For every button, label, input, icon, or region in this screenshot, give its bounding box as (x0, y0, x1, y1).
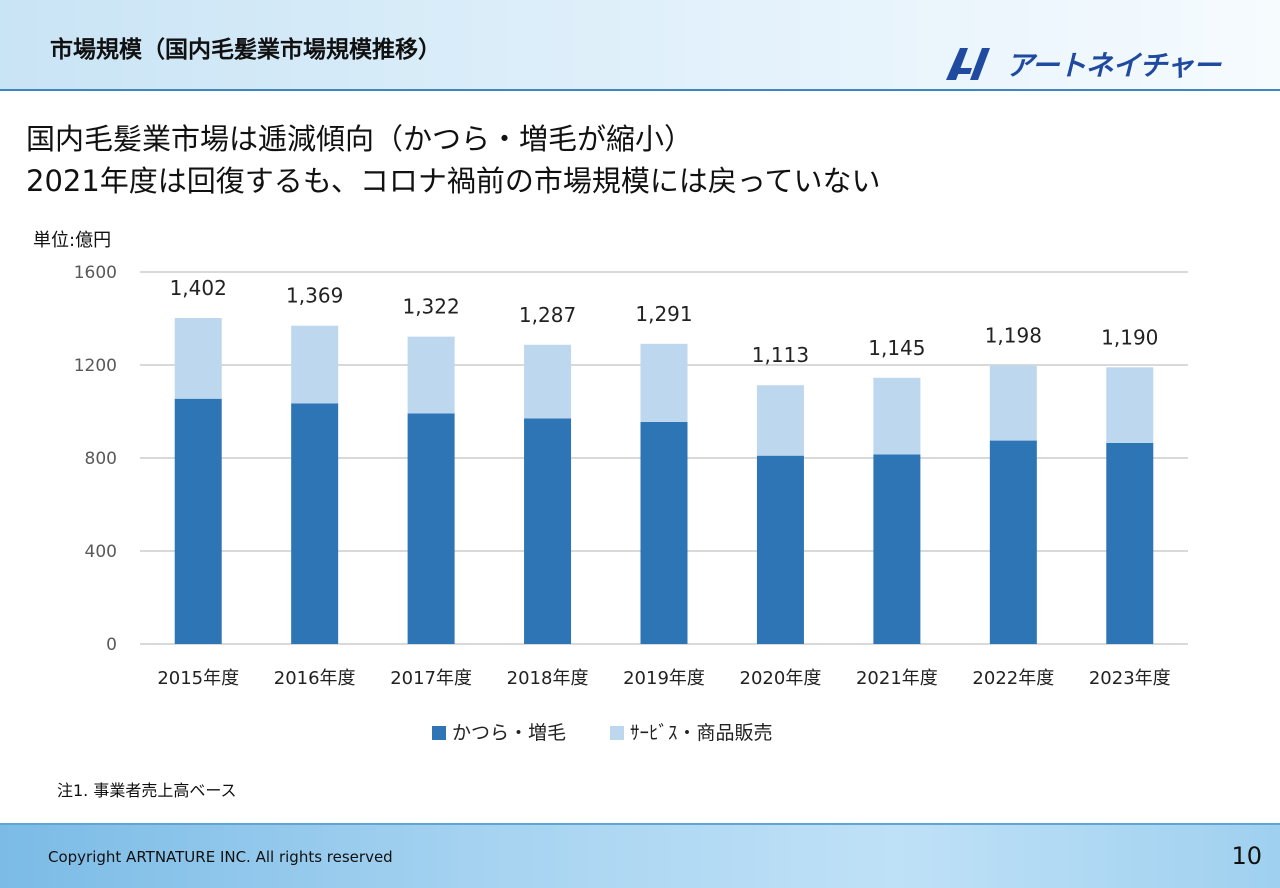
x-tick-label: 2016年度 (274, 668, 356, 689)
logo-text: アートネイチャー (1006, 49, 1221, 82)
headline-line-2: 2021年度は回復するも、コロナ禍前の市場規模には戻っていない (26, 164, 881, 198)
header-divider (0, 89, 1280, 91)
total-data-label: 1,322 (402, 295, 459, 319)
x-tick-label: 2022年度 (972, 668, 1054, 689)
legend-swatch (610, 726, 624, 740)
copyright-text: Copyright ARTNATURE INC. All rights rese… (48, 848, 393, 866)
y-tick-label: 0 (106, 635, 117, 655)
total-data-label: 1,369 (286, 284, 343, 308)
unit-label: 単位:億円 (33, 230, 112, 251)
legend-swatch (432, 726, 446, 740)
footer-bar (0, 823, 1280, 888)
bar-segment (174, 398, 222, 644)
total-data-label: 1,145 (868, 336, 925, 360)
bar-segment (407, 336, 455, 414)
total-data-label: 1,402 (170, 276, 227, 300)
x-tick-label: 2021年度 (856, 668, 938, 689)
bar-segment (989, 440, 1037, 644)
y-tick-label: 1200 (74, 356, 117, 376)
bar-segment (989, 365, 1037, 441)
bar-segment (291, 325, 339, 404)
total-data-label: 1,198 (985, 323, 1042, 347)
bar-segment (873, 377, 921, 455)
y-tick-label: 1600 (74, 263, 117, 283)
header-bar (0, 0, 1280, 89)
legend-label: かつら・増毛 (452, 722, 566, 744)
total-data-label: 1,291 (635, 302, 692, 326)
bar-segment (524, 344, 572, 419)
slide-title: 市場規模（国内毛髪業市場規模推移） (50, 37, 441, 63)
bar-segment (640, 421, 688, 644)
bar-segment (524, 418, 572, 644)
x-tick-label: 2020年度 (740, 668, 822, 689)
company-logo: アートネイチャー (944, 44, 1221, 84)
bar-segment (756, 385, 804, 456)
bar-segment (407, 413, 455, 644)
x-tick-label: 2018年度 (507, 668, 589, 689)
footnote: 注1. 事業者売上高ベース (57, 781, 237, 800)
legend-label: ｻｰﾋﾞｽ・商品販売 (630, 722, 773, 744)
x-tick-label: 2015年度 (157, 668, 239, 689)
bar-segment (291, 403, 339, 644)
bar-segment (640, 343, 688, 422)
bar-segment (1106, 442, 1154, 644)
total-data-label: 1,287 (519, 303, 576, 327)
headline: 国内毛髪業市場は逓減傾向（かつら・増毛が縮小） 2021年度は回復するも、コロナ… (26, 118, 880, 202)
total-data-label: 1,190 (1101, 325, 1158, 349)
bar-segment (873, 454, 921, 644)
x-tick-label: 2017年度 (390, 668, 472, 689)
bar-segment (174, 318, 222, 399)
y-tick-label: 800 (85, 449, 117, 469)
page-number: 10 (1231, 842, 1262, 870)
bar-segment (756, 455, 804, 644)
headline-line-1: 国内毛髪業市場は逓減傾向（かつら・増毛が縮小） (26, 122, 694, 156)
logo-mark-icon (946, 48, 990, 80)
x-tick-label: 2019年度 (623, 668, 705, 689)
x-tick-label: 2023年度 (1089, 668, 1171, 689)
total-data-label: 1,113 (752, 343, 809, 367)
bar-segment (1106, 367, 1154, 443)
y-tick-label: 400 (85, 542, 117, 562)
